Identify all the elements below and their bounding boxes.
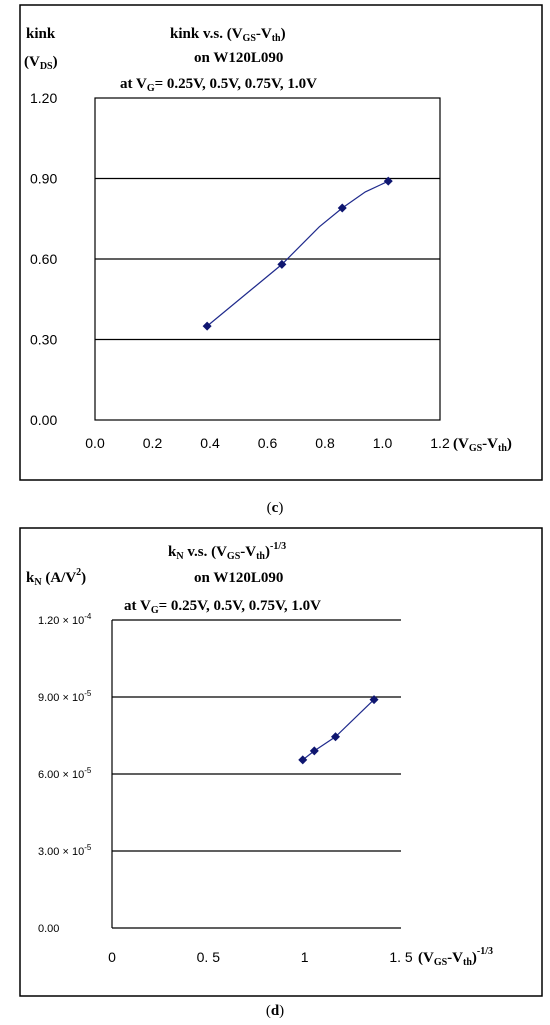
panel-d-ylabel: kN (A/V2) xyxy=(26,567,86,588)
panel-d-data-point xyxy=(309,746,319,756)
panel-c-ylabel-line1: kink xyxy=(26,26,56,42)
panel-c-xtick-label: 1.0 xyxy=(373,435,393,451)
panel-d-xtick-label: 1 xyxy=(301,949,309,965)
panel-d-ytick-label: 3.00 × 10-5 xyxy=(38,843,92,858)
panel-c-title-line1: kink v.s. (VGS-Vth) xyxy=(170,26,286,44)
panel-d-series-line xyxy=(302,699,375,761)
panel-d-xtick-label: 0 xyxy=(108,949,116,965)
panel-c-ytick-label: 0.90 xyxy=(30,171,57,187)
panel-c-xtick-label: 0.2 xyxy=(143,435,163,451)
panel-d-title-line1: kN v.s. (VGS-Vth)-1/3 xyxy=(168,541,286,562)
panel-c-xlabel: (VGS-Vth) xyxy=(453,436,512,454)
panel-c-xtick-label: 0.0 xyxy=(85,435,105,451)
panel-d-ytick-label: 1.20 × 10-4 xyxy=(38,612,92,627)
panel-c-ylabel-line2: (VDS) xyxy=(24,54,58,72)
panel-c-caption: (c) xyxy=(267,500,284,516)
panel-c-plot: 0.00 0.30 0.60 0.90 1.20 0.0 0.2 0.4 0.6 0.8 1.0 1.… xyxy=(30,90,450,451)
panel-c-xtick-label: 0.6 xyxy=(258,435,278,451)
panel-d-ytick-label: 9.00 × 10-5 xyxy=(38,689,92,704)
panel-c-xtick-label: 1.2 xyxy=(430,435,450,451)
panel-c-xtick-label: 0.8 xyxy=(315,435,335,451)
panel-d-ytick-label: 0.00 xyxy=(38,923,59,935)
panel-c-plot-area xyxy=(94,97,441,421)
panel-c-ytick-label: 0.60 xyxy=(30,251,57,267)
panel-c-ytick-label: 0.30 xyxy=(30,332,57,348)
panel-c-frame xyxy=(19,4,543,481)
panel-d-data-point xyxy=(330,732,340,742)
panel-c-ytick-label: 1.20 xyxy=(30,90,57,106)
panel-d-ytick-label: 6.00 × 10-5 xyxy=(38,766,92,781)
panel-d-title-line3: at VG= 0.25V, 0.5V, 0.75V, 1.0V xyxy=(124,598,321,616)
panel-c-title-line3: at VG= 0.25V, 0.5V, 0.75V, 1.0V xyxy=(120,76,317,94)
panel-c-data-point xyxy=(202,321,212,331)
panel-d-title-line2: on W120L090 xyxy=(194,570,283,586)
panel-d-data-point xyxy=(369,695,379,705)
panel-d-plot: 0.00 3.00 × 10-5 6.00 × 10-5 9.00 × 10-5 1.2… xyxy=(38,612,413,965)
panel-d-xtick-label: 1. 5 xyxy=(389,949,413,965)
panel-d-caption: (d) xyxy=(266,1003,284,1019)
panel-d-xtick-label: 0. 5 xyxy=(197,949,221,965)
panel-c-data-point xyxy=(277,259,287,269)
panel-c-data-point xyxy=(337,203,347,213)
panel-d-frame xyxy=(19,527,543,997)
panel-c-data-point xyxy=(383,176,393,186)
panel-d-data-point xyxy=(298,755,308,765)
panel-c-series-line xyxy=(206,180,389,327)
panel-d-xlabel: (VGS-Vth)-1/3 xyxy=(418,946,493,968)
panel-c-title-line2: on W120L090 xyxy=(194,50,283,66)
panel-c-xtick-label: 0.4 xyxy=(200,435,220,451)
panel-c-ytick-label: 0.00 xyxy=(30,412,57,428)
